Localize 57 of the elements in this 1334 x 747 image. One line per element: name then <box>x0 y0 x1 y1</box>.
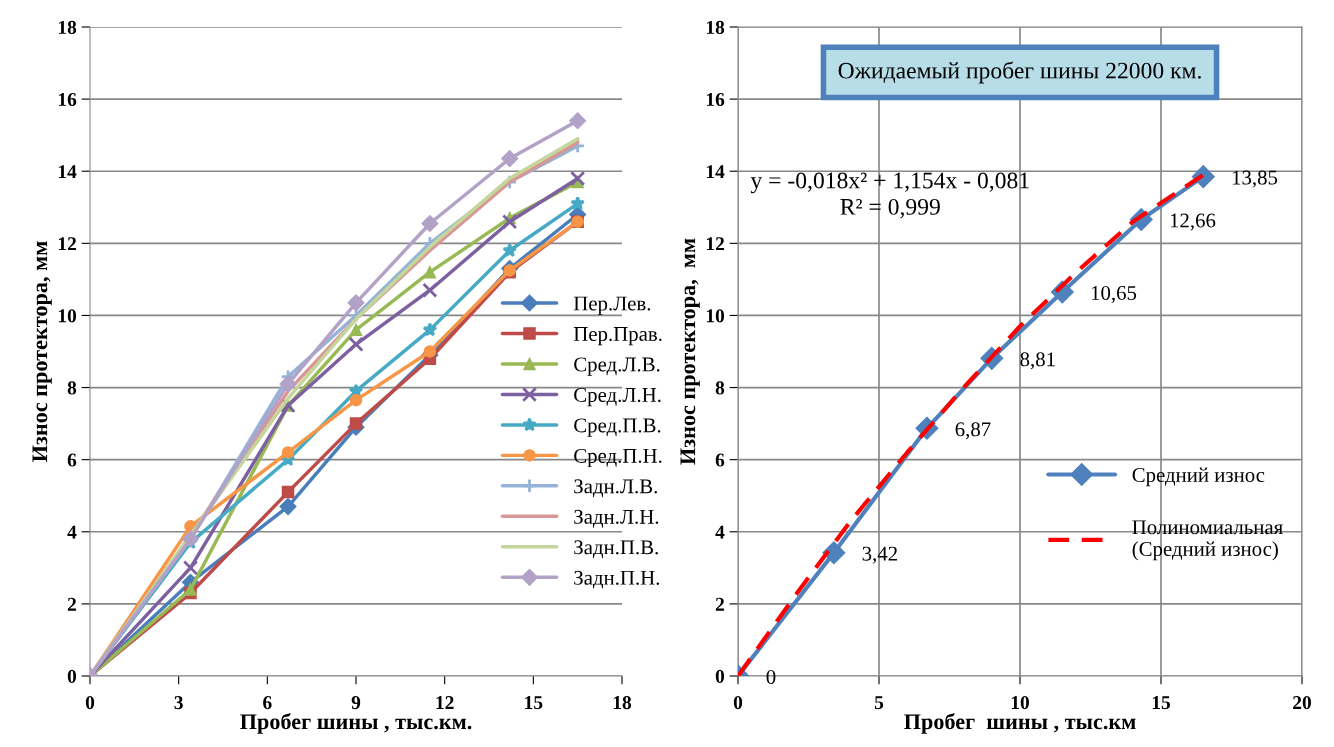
data-label: 3,42 <box>862 546 897 564</box>
data-label: 12,66 <box>1170 213 1216 231</box>
legend-label: Сред.Л.В. <box>574 357 660 376</box>
y-tick-label: 16 <box>58 92 77 107</box>
legend-label: Пер.Прав. <box>573 327 662 346</box>
y-axis-title: Износ протектора, мм <box>680 238 700 465</box>
y-tick-label: 4 <box>715 525 725 539</box>
y-tick-label: 2 <box>715 597 724 611</box>
y-tick-label: 2 <box>67 597 76 611</box>
x-tick-label: 0 <box>85 696 95 710</box>
y-tick-label: 18 <box>58 20 77 34</box>
x-tick-label: 10 <box>1011 696 1029 710</box>
data-label: 8,81 <box>1020 352 1055 370</box>
x-axis-title: Пробег шины , тыс.км. <box>240 713 472 734</box>
y-tick-label: 12 <box>58 237 76 251</box>
data-label: 6,87 <box>955 422 991 440</box>
y-tick-label: 12 <box>706 237 724 251</box>
data-label: 0 <box>766 669 776 684</box>
y-tick-label: 6 <box>715 453 725 467</box>
legend-label: Задн.Л.Н. <box>574 509 659 528</box>
x-tick-label: 18 <box>613 696 632 710</box>
y-tick-label: 18 <box>706 20 725 34</box>
legend-label: Задн.П.Н. <box>574 570 660 589</box>
legend-label: Задн.Л.В. <box>574 479 657 498</box>
x-tick-label: 9 <box>351 696 361 710</box>
x-tick-label: 3 <box>174 696 183 710</box>
y-tick-label: 10 <box>58 309 77 323</box>
y-tick-label: 6 <box>67 453 77 467</box>
x-tick-label: 12 <box>436 696 454 709</box>
y-tick-label: 0 <box>715 669 725 683</box>
y-tick-label: 0 <box>67 669 77 683</box>
y-tick-label: 14 <box>706 165 725 178</box>
x-tick-label: 5 <box>874 696 884 710</box>
y-tick-label: 8 <box>67 381 77 395</box>
data-label: 13,85 <box>1232 170 1278 188</box>
y-tick-label: 10 <box>706 309 725 323</box>
legend-label: Сред.П.В. <box>574 418 661 437</box>
annotation: Ожидаемый пробег шины 22000 км. <box>838 61 1201 84</box>
legend-label: Полиномиальная (Средний износ) <box>1132 520 1283 561</box>
y-tick-label: 4 <box>67 525 77 539</box>
x-tick-label: 20 <box>1293 696 1311 710</box>
x-tick-label: 0 <box>733 696 743 710</box>
y-axis-title: Износ протектора, мм <box>32 241 52 462</box>
x-tick-label: 15 <box>525 696 543 710</box>
legend-label: Сред.П.Н. <box>574 448 662 468</box>
y-tick-label: 14 <box>58 165 77 178</box>
legend-label: Пер.Лев. <box>573 296 651 315</box>
x-axis-title: Пробег шины , тыс.км <box>904 713 1136 734</box>
y-tick-label: 8 <box>715 381 725 395</box>
legend-label: Сред.Л.Н. <box>574 387 661 407</box>
data-label: 10,65 <box>1091 285 1137 303</box>
x-tick-label: 15 <box>1152 696 1171 710</box>
x-tick-label: 6 <box>263 696 272 710</box>
annotation: y = -0,018x² + 1,154x - 0,081 R² = 0,999 <box>750 172 1029 219</box>
legend-label: Задн.П.В. <box>574 540 658 559</box>
y-tick-label: 16 <box>706 92 725 107</box>
legend-label: Средний износ <box>1132 467 1265 487</box>
